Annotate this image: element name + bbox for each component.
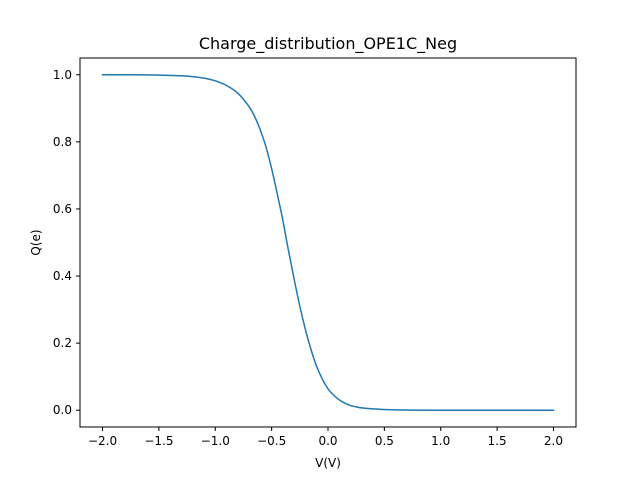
x-tick-label: −2.0 bbox=[88, 434, 117, 448]
x-tick-label: 1.0 bbox=[431, 434, 450, 448]
y-tick-label: 0.8 bbox=[53, 135, 72, 149]
y-tick-label: 0.2 bbox=[53, 336, 72, 350]
x-tick-label: 0.0 bbox=[318, 434, 337, 448]
series-line bbox=[101, 74, 555, 411]
y-tick-label: 1.0 bbox=[53, 68, 72, 82]
x-axis-label: V(V) bbox=[315, 456, 341, 470]
x-tick-label: 2.0 bbox=[544, 434, 563, 448]
x-tick-label: 1.5 bbox=[488, 434, 507, 448]
chart-title: Charge_distribution_OPE1C_Neg bbox=[199, 34, 457, 54]
x-tick-label: −1.5 bbox=[144, 434, 173, 448]
x-tick-label: −1.0 bbox=[201, 434, 230, 448]
y-tick-label: 0.4 bbox=[53, 269, 72, 283]
x-axis-ticks: −2.0 −1.5 −1.0 −0.5 0.0 0.5 1.0 1.5 2.0 bbox=[88, 427, 563, 448]
y-axis-ticks: 0.0 0.2 0.4 0.6 0.8 1.0 bbox=[53, 68, 80, 417]
plot-frame bbox=[79, 57, 577, 428]
x-tick-label: 0.5 bbox=[375, 434, 394, 448]
y-tick-label: 0.6 bbox=[53, 202, 72, 216]
x-tick-label: −0.5 bbox=[257, 434, 286, 448]
y-axis-label: Q(e) bbox=[29, 229, 43, 255]
y-tick-label: 0.0 bbox=[53, 403, 72, 417]
